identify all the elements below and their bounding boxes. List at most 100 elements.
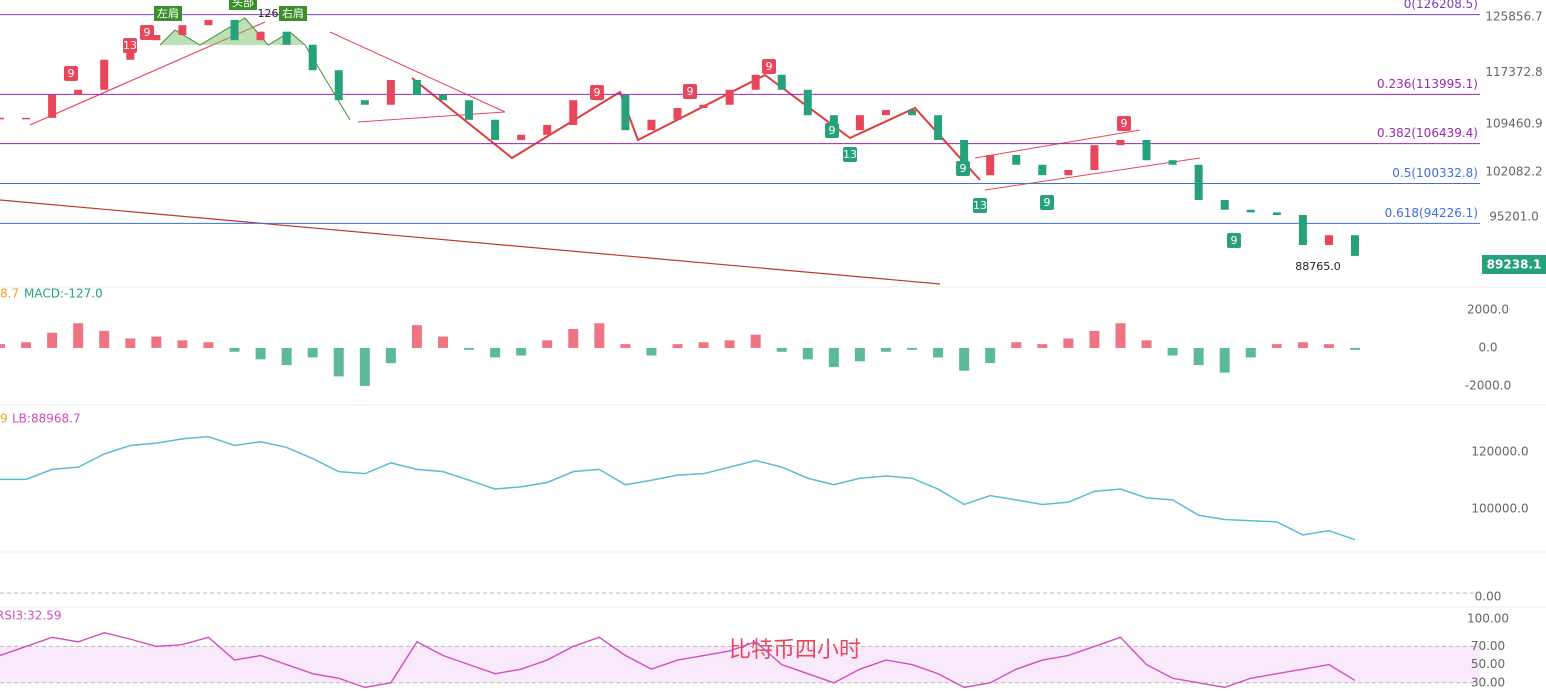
candle [829,115,838,131]
macd-bar [333,347,344,377]
trend-line [0,199,941,285]
macd-bar [307,347,318,358]
macd-bar [125,338,136,348]
channel-line [357,111,506,123]
y-tick-label: 109460.9 [1485,116,1542,130]
macd-bar [177,340,188,348]
macd-bar [672,344,683,348]
td-mark [1227,233,1241,248]
candle [855,115,864,131]
candle [178,25,187,35]
y-tick-label: 0.00 [1475,589,1502,603]
macd-bar [203,342,214,348]
macd-bar [99,330,110,348]
pattern-tag [154,6,182,21]
macd-bar [1219,347,1230,373]
rsi-band [0,646,1480,683]
watermark: 比特币四小时 [729,638,861,663]
macd-bar [281,347,292,366]
td-mark [843,147,857,162]
td-mark [683,84,697,99]
candle [152,34,161,41]
candle [1194,164,1203,201]
macd-bar [959,347,970,371]
price-tag [1482,255,1546,274]
y-tick-label: 100.00 [1467,612,1509,626]
candle [308,44,317,71]
macd-bar [880,347,891,352]
candle [908,109,917,116]
td-label: 9 [68,67,75,80]
td-mark [590,85,604,100]
candle [0,117,4,120]
td-label: 9 [766,60,773,73]
candle [1012,154,1021,165]
candle [986,154,995,176]
td-label: 9 [687,85,694,98]
channel-line [984,157,1201,191]
price-tag-text: 89238.1 [1487,258,1542,272]
annotation: 126 [258,7,279,20]
candle [1038,164,1047,176]
macd-label: 8.7 [0,287,19,301]
candle [647,119,656,131]
macd-bar [255,347,266,360]
td-label: 13 [123,39,137,52]
macd-bar [229,347,240,352]
candle [699,104,708,109]
candle [1168,160,1177,165]
td-mark [140,25,154,40]
td-label: 13 [973,199,987,212]
macd-bar [21,342,32,348]
y-tick-label: 0.0 [1478,340,1497,354]
td-label: 13 [843,148,857,161]
macd-bar [985,347,996,364]
candle [517,134,526,140]
candle [751,74,760,90]
macd-bar [698,342,709,348]
candle [543,124,552,135]
macd-bar [437,336,448,348]
macd-bar [47,332,58,348]
candle [412,79,421,95]
candle [48,94,57,118]
y-tick-label: 100000.0 [1471,502,1528,516]
macd-bar [568,328,579,348]
macd-bar [542,340,553,348]
candle [491,119,500,140]
y-tick-label: 70.00 [1471,639,1505,653]
candle [1064,169,1073,176]
candle [777,74,786,90]
candle [803,89,812,116]
candle [360,100,369,105]
rsi-label: RSI3:32.59 [0,609,62,623]
pattern-tag [279,6,307,21]
macd-bar [1141,340,1152,348]
macd-bar [1089,330,1100,348]
y-tick-label: 30.00 [1471,675,1505,689]
candle [1246,209,1255,213]
macd-bar [73,323,84,348]
macd-bar [1245,347,1256,358]
macd-bar [385,347,396,364]
y-tick-label: 50.00 [1471,657,1505,671]
macd-bar [1115,323,1126,348]
candle [1142,139,1151,161]
macd-bar [359,347,370,386]
y-tick-label: 117372.8 [1485,65,1542,79]
candle [1298,215,1307,246]
td-label: 9 [144,26,151,39]
macd-bar [1323,344,1334,348]
y-tick-label: 2000.0 [1467,302,1509,316]
candle [673,108,682,120]
fib-label: 0.382(106439.4) [1377,126,1478,140]
td-mark [1040,195,1054,210]
candle [100,59,109,90]
macd-bar [646,347,657,356]
macd-bar [907,347,918,350]
macd-bar [1011,342,1022,348]
macd-bar [776,347,787,352]
td-mark [825,123,839,138]
candle [1272,212,1281,216]
